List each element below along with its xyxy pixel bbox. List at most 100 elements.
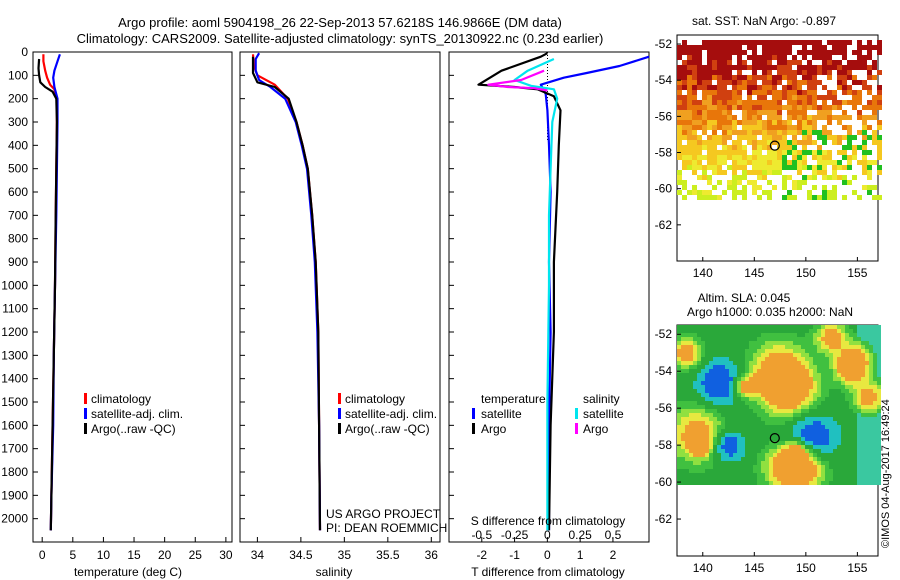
sst-cell [802, 80, 807, 85]
sla-cell [841, 337, 845, 341]
sla-cell [801, 385, 805, 389]
sla-cell [849, 329, 853, 333]
sst-cell [687, 130, 692, 135]
sla-cell [709, 361, 713, 365]
sst-cell [742, 130, 747, 135]
sst-cell [747, 45, 752, 50]
sla-cell [741, 345, 745, 349]
sla-cell [693, 413, 697, 417]
sla-cell [685, 461, 689, 465]
sla-cell [825, 341, 829, 345]
sst-cell [817, 145, 822, 150]
sst-cell [862, 155, 867, 160]
sla-cell [713, 409, 717, 413]
sla-cell [801, 401, 805, 405]
sla-cell [789, 329, 793, 333]
profile-line-temperature-satellite [539, 55, 650, 531]
sla-cell [853, 425, 857, 429]
sst-cell [692, 65, 697, 70]
sla-cell [689, 465, 693, 469]
sst-cell [857, 60, 862, 65]
sla-cell [789, 425, 793, 429]
sla-cell [685, 341, 689, 345]
sla-cell [689, 481, 693, 485]
sla-cell [717, 465, 721, 469]
sla-cell [713, 329, 717, 333]
sst-cell [812, 120, 817, 125]
sla-cell [681, 325, 685, 329]
sla-cell [781, 469, 785, 473]
sla-cell [789, 445, 793, 449]
sla-cell [741, 465, 745, 469]
sst-cell [802, 50, 807, 55]
sst-cell [762, 120, 767, 125]
sst-cell [872, 160, 877, 165]
sla-cell [761, 369, 765, 373]
sst-cell [797, 70, 802, 75]
sst-cell [777, 40, 782, 45]
sla-cell [797, 397, 801, 401]
sst-cell [712, 140, 717, 145]
sla-cell [677, 357, 681, 361]
sst-cell [732, 115, 737, 120]
sla-cell [825, 377, 829, 381]
sla-cell [681, 433, 685, 437]
sla-cell [697, 329, 701, 333]
sla-cell [689, 457, 693, 461]
sla-cell [785, 381, 789, 385]
sla-cell [757, 337, 761, 341]
sla-cell [781, 325, 785, 329]
sla-cell [725, 413, 729, 417]
sla-cell [805, 449, 809, 453]
sst-cell [852, 100, 857, 105]
sla-cell [853, 481, 857, 485]
sla-cell [813, 381, 817, 385]
sla-cell [869, 325, 873, 329]
sst-cell [767, 65, 772, 70]
sst-cell [732, 50, 737, 55]
sla-cell [869, 377, 873, 381]
sla-cell [701, 441, 705, 445]
sla-cell [841, 441, 845, 445]
sla-cell [841, 433, 845, 437]
sla-cell [709, 457, 713, 461]
sst-cell [877, 40, 882, 45]
sla-cell [737, 441, 741, 445]
sla-cell [741, 481, 745, 485]
sla-cell [725, 353, 729, 357]
sla-cell [729, 405, 733, 409]
sla-cell [797, 473, 801, 477]
sla-cell [701, 385, 705, 389]
sla-cell [781, 389, 785, 393]
sla-cell [721, 473, 725, 477]
sst-cell [717, 165, 722, 170]
map-x-tick-label: 150 [796, 561, 816, 575]
sla-cell [853, 365, 857, 369]
sst-cell [862, 65, 867, 70]
sla-cell [717, 421, 721, 425]
sla-cell [745, 421, 749, 425]
sla-cell [713, 385, 717, 389]
sla-cell [761, 481, 765, 485]
sla-cell [849, 453, 853, 457]
sst-cell [862, 130, 867, 135]
legend-label-climatology: climatology [345, 392, 405, 406]
sla-cell [833, 381, 837, 385]
sla-cell [865, 329, 869, 333]
sst-cell [707, 95, 712, 100]
sla-cell [773, 365, 777, 369]
sst-cell [692, 135, 697, 140]
legend-label-salinity-argo: Argo [583, 422, 609, 436]
sst-cell [692, 140, 697, 145]
sla-cell [737, 405, 741, 409]
sst-cell [717, 85, 722, 90]
sla-cell [773, 353, 777, 357]
sla-cell [705, 369, 709, 373]
sla-cell [837, 353, 841, 357]
sla-cell [745, 325, 749, 329]
sla-cell [725, 469, 729, 473]
sst-cell [772, 185, 777, 190]
sst-cell [732, 85, 737, 90]
sla-cell [697, 421, 701, 425]
sst-cell [817, 65, 822, 70]
